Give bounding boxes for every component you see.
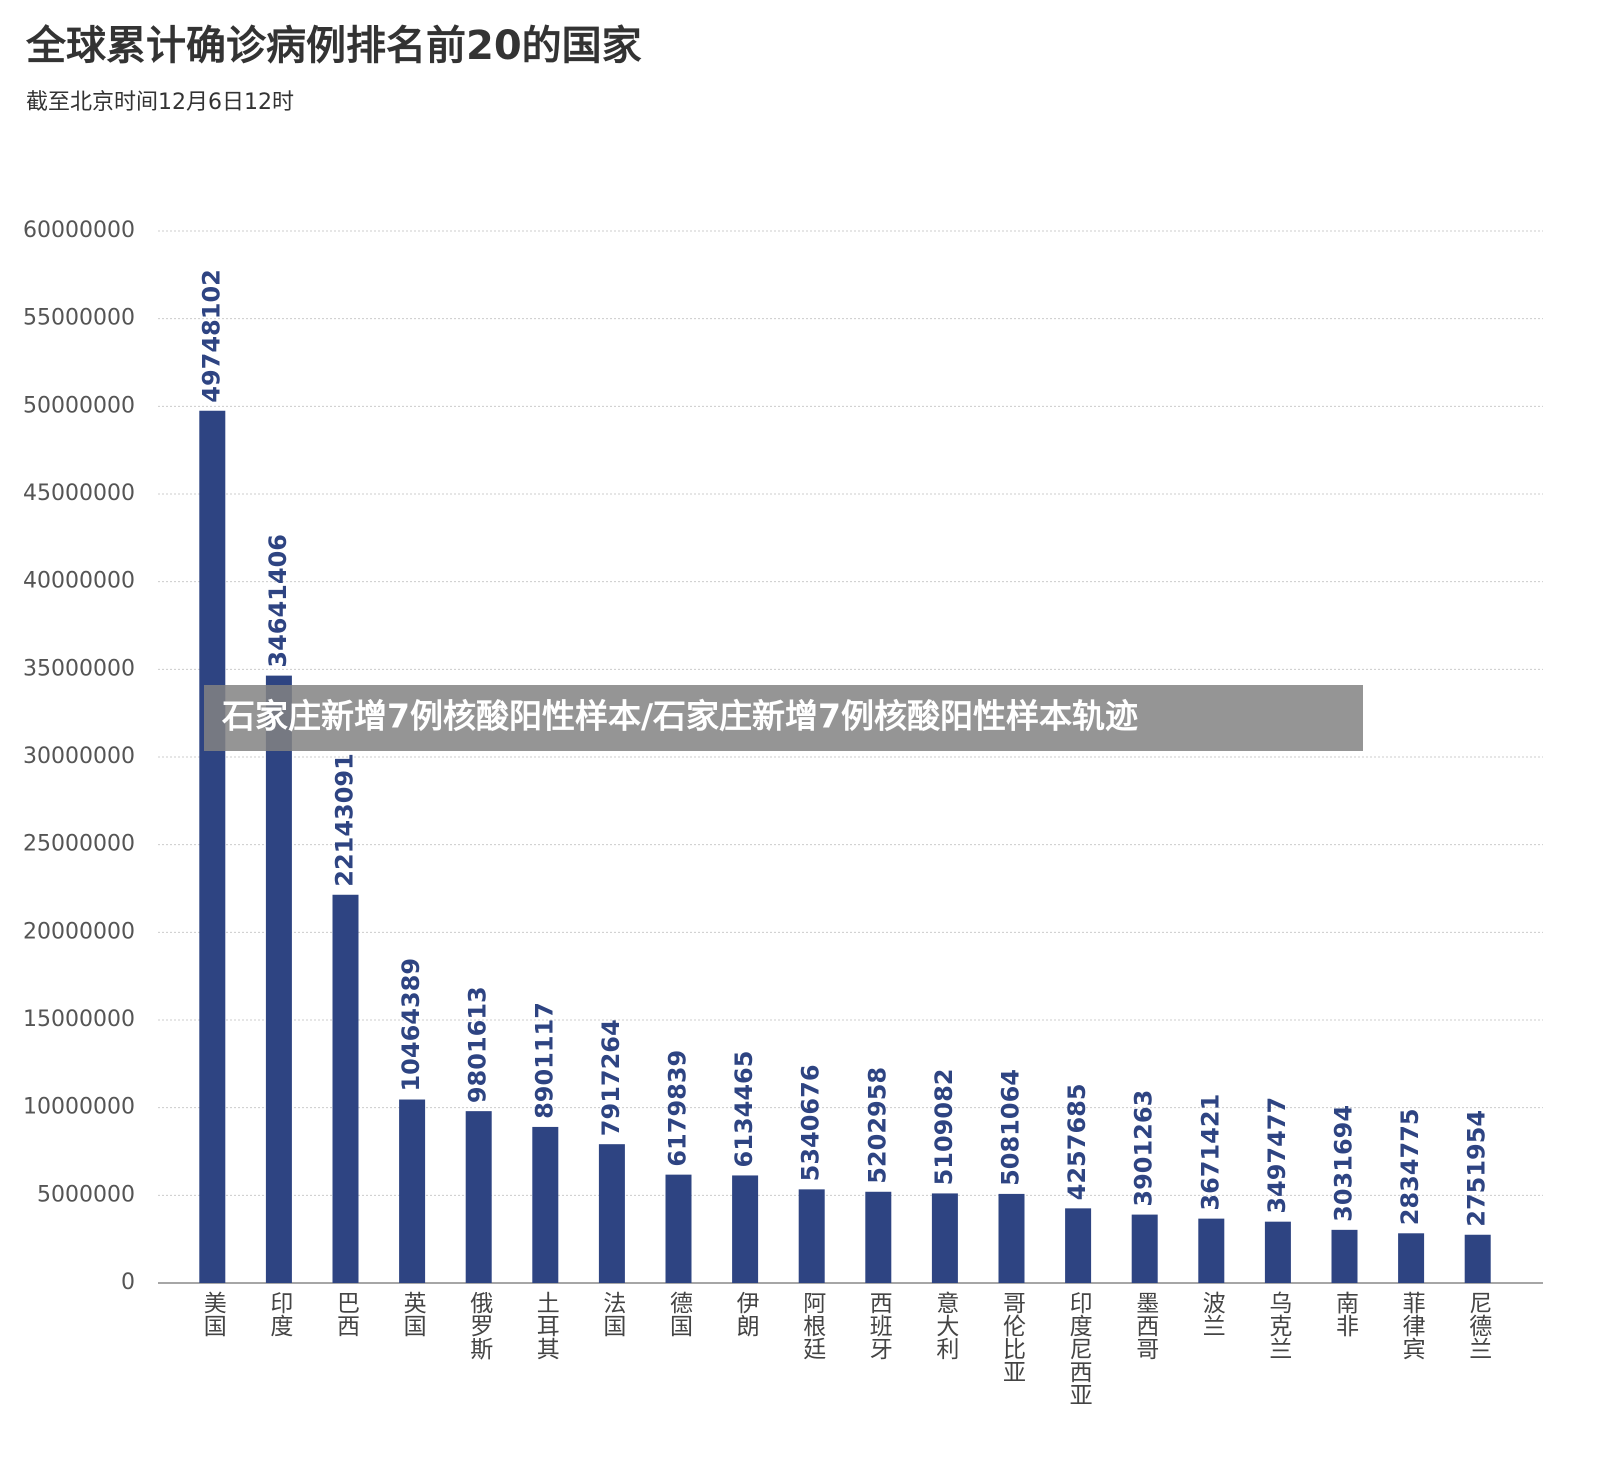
value-label: 10464389 xyxy=(397,958,425,1092)
y-tick-label: 35000000 xyxy=(23,656,135,681)
value-label: 5202958 xyxy=(863,1067,891,1184)
x-tick-label: 伊朗 xyxy=(732,1291,760,1337)
banner-text: 石家庄新增7例核酸阳性样本/石家庄新增7例核酸阳性样本轨迹 xyxy=(221,697,1138,736)
bar xyxy=(532,1126,559,1283)
y-tick-label: 5000000 xyxy=(37,1182,135,1207)
bar xyxy=(1198,1218,1225,1283)
y-tick-label: 15000000 xyxy=(23,1007,135,1032)
bar xyxy=(732,1175,759,1283)
value-label: 5081064 xyxy=(997,1069,1025,1186)
x-tick-label: 印度尼西亚 xyxy=(1065,1291,1093,1406)
bar xyxy=(332,894,359,1283)
y-tick-label: 60000000 xyxy=(23,218,135,243)
y-tick-label: 10000000 xyxy=(23,1095,135,1120)
bar xyxy=(1331,1229,1358,1283)
value-label: 2751954 xyxy=(1463,1110,1491,1227)
y-tick-label: 45000000 xyxy=(23,481,135,506)
bar xyxy=(265,675,292,1283)
y-tick-label: 0 xyxy=(121,1270,135,1295)
bar xyxy=(199,410,226,1283)
bar xyxy=(1131,1214,1158,1283)
x-tick-label: 法国 xyxy=(599,1291,627,1337)
x-tick-label: 印度 xyxy=(266,1291,294,1337)
chart-subtitle: 截至北京时间12月6日12时 xyxy=(26,90,294,115)
value-label: 5340676 xyxy=(797,1064,825,1181)
x-tick-label: 南非 xyxy=(1332,1291,1359,1337)
x-tick-label: 菲律宾 xyxy=(1398,1291,1426,1360)
value-label: 34641406 xyxy=(264,534,292,668)
value-label: 3901263 xyxy=(1130,1090,1158,1207)
x-tick-label: 墨西哥 xyxy=(1132,1291,1159,1360)
value-label: 7917264 xyxy=(597,1019,625,1136)
x-tick-label: 阿根廷 xyxy=(799,1291,827,1360)
y-tick-label: 40000000 xyxy=(23,569,135,594)
x-tick-label: 西班牙 xyxy=(865,1291,893,1360)
value-label: 5109082 xyxy=(930,1069,958,1186)
value-label: 8901117 xyxy=(530,1002,558,1119)
y-tick-label: 20000000 xyxy=(23,919,135,944)
bar xyxy=(1398,1233,1425,1283)
bar xyxy=(399,1099,426,1283)
value-label: 6179839 xyxy=(664,1050,692,1167)
chart-title: 全球累计确诊病例排名前20的国家 xyxy=(25,23,642,69)
y-tick-label: 50000000 xyxy=(23,393,135,418)
value-label: 3497477 xyxy=(1263,1097,1291,1214)
x-tick-label: 哥伦比亚 xyxy=(999,1291,1027,1383)
value-label: 2834775 xyxy=(1396,1108,1424,1225)
x-tick-label: 波兰 xyxy=(1198,1291,1226,1337)
value-label: 4257685 xyxy=(1063,1083,1091,1200)
x-tick-label: 英国 xyxy=(399,1291,427,1337)
bar xyxy=(465,1111,492,1283)
bar xyxy=(598,1144,625,1283)
value-label: 22143091 xyxy=(331,753,359,887)
bar xyxy=(1264,1221,1291,1283)
bar xyxy=(931,1193,958,1283)
bar xyxy=(1065,1208,1092,1283)
y-tick-label: 30000000 xyxy=(23,744,135,769)
x-tick-label: 德国 xyxy=(666,1291,694,1337)
x-tick-label: 意大利 xyxy=(932,1291,960,1360)
bar xyxy=(798,1189,825,1283)
value-label: 6134465 xyxy=(730,1051,758,1168)
value-label: 49748102 xyxy=(197,269,225,403)
x-tick-label: 美国 xyxy=(199,1291,227,1337)
y-tick-label: 55000000 xyxy=(23,306,135,331)
value-label: 3671421 xyxy=(1196,1094,1224,1211)
x-tick-label: 俄罗斯 xyxy=(466,1291,494,1360)
value-label: 9801613 xyxy=(464,986,492,1103)
bar xyxy=(998,1193,1025,1283)
x-tick-label: 巴西 xyxy=(333,1291,360,1337)
x-tick-label: 尼德兰 xyxy=(1465,1291,1493,1360)
x-tick-label: 乌克兰 xyxy=(1265,1291,1293,1360)
banner xyxy=(204,685,1363,751)
x-tick-label: 土耳其 xyxy=(532,1291,559,1360)
y-tick-label: 25000000 xyxy=(23,832,135,857)
value-label: 3031694 xyxy=(1330,1105,1358,1222)
bar xyxy=(1464,1234,1491,1283)
bar xyxy=(865,1191,892,1283)
bar xyxy=(665,1174,692,1283)
